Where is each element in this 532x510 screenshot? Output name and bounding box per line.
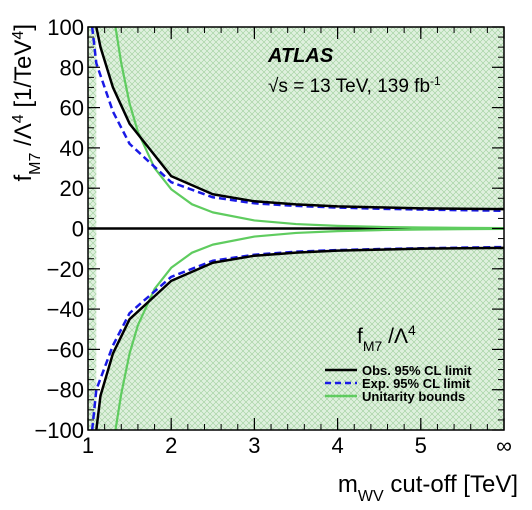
y-axis-title-unit: [1/TeV [10, 40, 37, 115]
x-tick-label: 3 [248, 433, 260, 458]
x-axis-title-sub: WV [358, 488, 384, 505]
energy-luminosity-text: √s = 13 TeV, 139 fb [268, 76, 430, 97]
legend-label-obs: Obs. 95% CL limit [362, 363, 472, 378]
experiment-label: ATLAS [267, 45, 334, 67]
series-line-obs-95-cl-limit-upper [95, 27, 504, 211]
axis-ticks: 1 2 3 4 5 ∞ 100 80 60 40 20 0 −20 −40 −60 −80 −100 [34, 15, 511, 458]
y-axis-title-unit-sup: 4 [10, 31, 27, 40]
series-line-obs-95-cl-limit-lower [95, 246, 504, 430]
energy-luminosity-sup: -1 [430, 74, 441, 88]
legend: fM7 /Λ4 Obs. 95% CL limit Exp. 95% CL li… [325, 322, 472, 404]
x-tick-label: 4 [331, 433, 343, 458]
y-tick-label: 0 [72, 217, 84, 242]
series-line-unitarity-bounds-upper [114, 27, 504, 230]
excluded-region-lower [88, 247, 504, 430]
y-tick-label: −80 [47, 378, 84, 403]
y-tick-label: −20 [47, 257, 84, 282]
x-axis-title-main: m [338, 471, 358, 498]
x-tick-label: 2 [165, 433, 177, 458]
legend-title-sup: 4 [408, 322, 416, 338]
excluded-region-fill [88, 27, 504, 430]
energy-luminosity-label: √s = 13 TeV, 139 fb-1 [268, 74, 441, 97]
y-tick-label: 20 [60, 176, 84, 201]
y-tick-label: 60 [60, 96, 84, 121]
y-tick-label: −60 [47, 337, 84, 362]
legend-title-rest: /Λ [382, 325, 408, 348]
y-tick-label: 40 [60, 136, 84, 161]
x-tick-label: ∞ [496, 433, 512, 458]
y-axis-title-close: ] [10, 24, 37, 31]
legend-title-main: f [357, 325, 363, 348]
legend-label-exp: Exp. 95% CL limit [362, 376, 471, 391]
series-line-unitarity-bounds-lower [114, 227, 504, 430]
legend-label-unitarity: Unitarity bounds [362, 389, 465, 404]
y-axis-title-mid: /Λ [10, 123, 37, 152]
y-tick-label: −100 [34, 418, 84, 443]
x-axis-title-rest: cut-off [TeV] [384, 471, 518, 498]
x-tick-label: 5 [415, 433, 427, 458]
y-tick-label: −40 [47, 297, 84, 322]
y-axis-title-sub: M7 [27, 152, 44, 174]
y-tick-label: 80 [60, 55, 84, 80]
excluded-region-upper [96, 27, 504, 210]
y-axis-title-main: f [10, 174, 37, 181]
x-tick-label: 1 [82, 433, 94, 458]
y-axis-title: fM7 /Λ4 [1/TeV4] [10, 24, 44, 181]
legend-title: fM7 /Λ4 [357, 322, 416, 354]
legend-title-sub: M7 [363, 338, 383, 354]
x-axis-title: mWV cut-off [TeV] [338, 471, 518, 505]
y-tick-label: 100 [47, 15, 84, 40]
y-axis-title-sup: 4 [10, 114, 27, 123]
